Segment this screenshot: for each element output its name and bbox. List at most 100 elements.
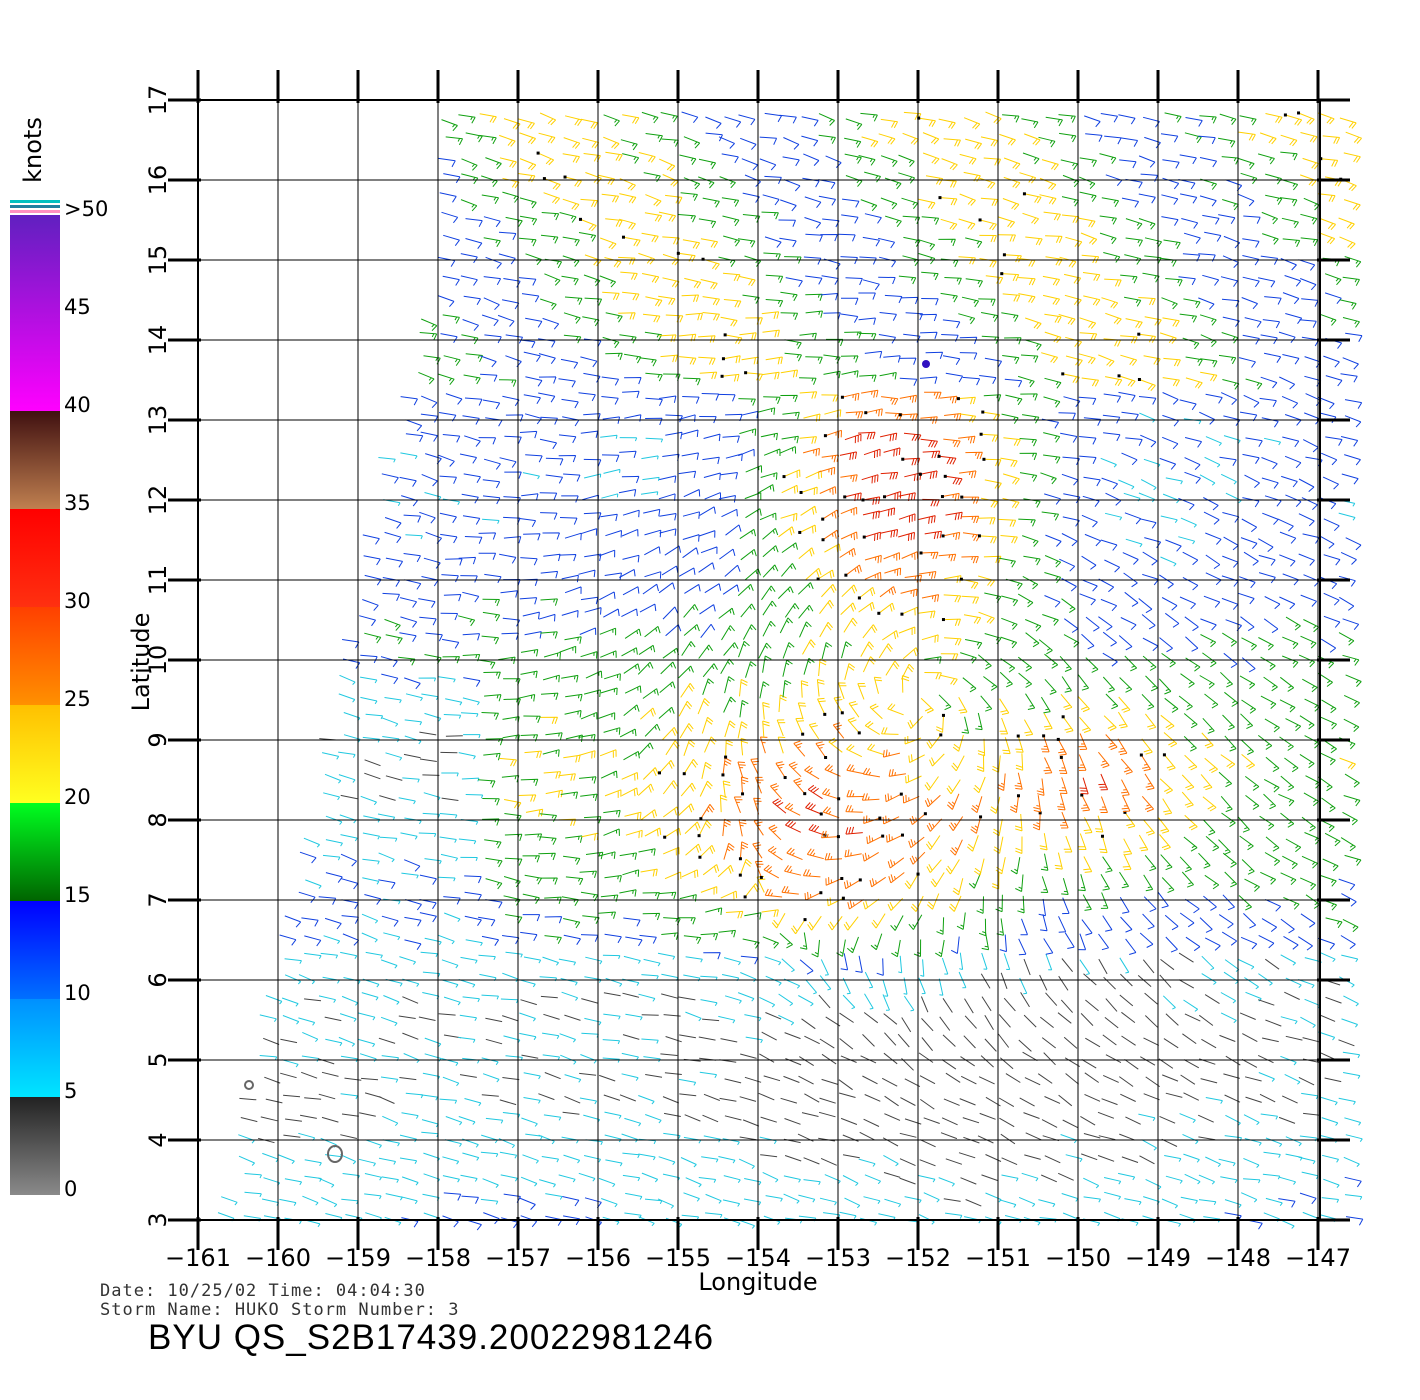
wind-barb	[585, 172, 602, 184]
wind-barb	[561, 610, 579, 618]
wind-barb	[581, 1032, 599, 1038]
wind-barb	[1205, 532, 1222, 545]
wind-barb	[941, 1059, 957, 1070]
x-tick-label: −158	[405, 1244, 471, 1272]
wind-barb	[404, 579, 422, 590]
wind-barb	[1304, 957, 1322, 966]
wind-barb	[1199, 195, 1217, 207]
wind-barb	[483, 752, 501, 761]
wind-barb	[1065, 336, 1083, 348]
wind-barb	[818, 134, 836, 144]
wind-barb	[380, 1076, 399, 1083]
wind-barb	[604, 933, 622, 944]
wind-barb	[1024, 1077, 1041, 1086]
wind-barb	[1240, 739, 1254, 756]
wind-barb	[443, 355, 461, 366]
wind-barb	[1159, 457, 1177, 470]
wind-barb	[961, 515, 980, 524]
wind-barb	[625, 829, 643, 839]
wind-barb	[1300, 237, 1319, 247]
wind-barb	[913, 939, 922, 957]
wind-barb	[945, 1158, 963, 1165]
wind-barb	[701, 393, 720, 401]
wind-barb	[879, 312, 897, 321]
wind-barb	[683, 136, 701, 149]
wind-barb	[624, 1212, 642, 1219]
wind-barb	[1064, 1057, 1080, 1068]
rain-flag-marker	[563, 175, 567, 179]
wind-barb	[382, 736, 400, 743]
wind-barb	[778, 993, 793, 1007]
wind-barb	[980, 973, 991, 989]
wind-barb	[465, 132, 483, 143]
wind-barb	[560, 1054, 577, 1065]
wind-barb	[1079, 716, 1092, 733]
wind-barb	[1162, 798, 1173, 815]
wind-barb	[1043, 396, 1061, 408]
wind-barb	[603, 608, 620, 618]
wind-barb	[1138, 155, 1156, 168]
wind-barb	[318, 1177, 335, 1188]
wind-barb	[537, 152, 555, 166]
wind-barb	[601, 493, 619, 499]
wind-barb	[485, 1038, 503, 1045]
wind-barb	[783, 179, 801, 192]
wind-barb	[320, 952, 339, 959]
wind-barb	[884, 177, 902, 190]
wind-barb	[1320, 638, 1337, 653]
wind-barb	[945, 372, 964, 383]
wind-barb	[976, 896, 984, 914]
wind-barb	[644, 626, 661, 638]
wind-barb	[1184, 814, 1198, 831]
wind-barb	[1185, 356, 1203, 367]
wind-barb	[882, 994, 890, 1011]
wind-barb	[818, 179, 836, 190]
wind-barb	[441, 211, 459, 224]
wind-barb	[1221, 156, 1240, 165]
wind-barb	[799, 524, 817, 534]
wind-barb	[1045, 235, 1063, 244]
wind-barb	[1178, 276, 1196, 286]
wind-barb	[658, 1156, 676, 1166]
wind-barb	[282, 1015, 300, 1025]
wind-barb	[862, 851, 879, 862]
wind-barb	[603, 992, 621, 997]
wind-barb	[867, 743, 884, 755]
wind-barb	[1165, 612, 1180, 628]
wind-barb	[1258, 637, 1274, 651]
wind-barb	[644, 827, 662, 837]
wind-barb	[842, 1154, 860, 1159]
wind-barb	[1325, 436, 1343, 446]
wind-barb	[662, 606, 679, 620]
wind-barb	[921, 1018, 934, 1032]
wind-barb	[985, 111, 1002, 125]
wind-barb	[742, 214, 761, 223]
wind-barb	[1000, 535, 1018, 544]
wind-barb	[1218, 1158, 1236, 1167]
rain-flag-marker	[798, 530, 802, 534]
wind-barb	[1142, 116, 1160, 128]
wind-barb	[1054, 852, 1063, 870]
wind-barb	[640, 809, 658, 821]
wind-barb	[843, 879, 861, 890]
wind-barb	[645, 296, 663, 307]
wind-barb	[1197, 1114, 1214, 1123]
wind-barb	[1265, 756, 1280, 773]
wind-barb	[1002, 293, 1021, 302]
wind-barb	[644, 546, 661, 556]
wind-barb	[404, 719, 423, 726]
wind-barb	[1325, 917, 1343, 929]
wind-barb	[479, 134, 497, 145]
wind-barb	[941, 1117, 958, 1126]
wind-barb	[999, 934, 1007, 953]
wind-barb	[1238, 357, 1256, 368]
wind-barb	[644, 212, 663, 222]
wind-barb	[420, 951, 438, 958]
wind-barb	[404, 939, 422, 950]
wind-barb	[1165, 1175, 1183, 1184]
rain-flag-marker	[837, 797, 841, 801]
wind-barb	[321, 1116, 339, 1123]
y-tick-label: 6	[144, 972, 172, 988]
wind-barb	[520, 1215, 538, 1228]
storm-info-line: Storm Name: HUKO Storm Number: 3	[100, 1300, 460, 1320]
